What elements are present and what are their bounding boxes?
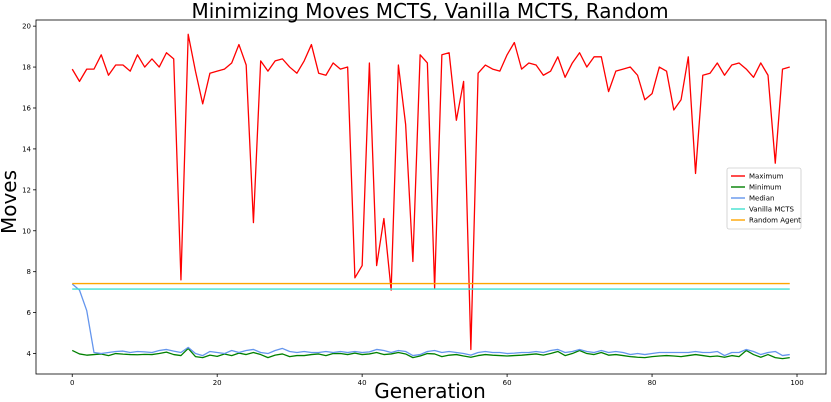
- y-tick-label: 10: [22, 227, 31, 235]
- series-layer: [71, 33, 790, 360]
- y-tick-label: 14: [22, 145, 31, 153]
- legend-label: Maximum: [749, 173, 784, 181]
- series-line-median: [71, 283, 790, 357]
- y-tick-label: 12: [22, 186, 31, 194]
- y-tick-label: 20: [22, 23, 31, 31]
- plot-area: [35, 19, 827, 375]
- x-tick-label: 0: [70, 379, 74, 387]
- y-tick-label: 6: [27, 309, 32, 317]
- series-line-minimum: [71, 347, 790, 360]
- legend: Maximum Minimum Median Vanilla MCTS Random A…: [726, 167, 802, 230]
- series-line-maximum: [71, 33, 790, 351]
- chart-title: Minimizing Moves MCTS, Vanilla MCTS, Ran…: [191, 0, 668, 23]
- y-axis: 4 6 8 10 12 14 16 18 20: [22, 23, 36, 358]
- legend-label: Minimum: [749, 184, 782, 192]
- y-tick-label: 18: [22, 64, 31, 72]
- x-axis-title: Generation: [374, 379, 486, 402]
- y-tick-label: 8: [27, 268, 31, 276]
- legend-label: Median: [749, 195, 774, 203]
- x-tick-label: 100: [790, 379, 803, 387]
- x-tick-label: 60: [503, 379, 512, 387]
- y-tick-label: 16: [22, 104, 31, 112]
- x-tick-label: 20: [213, 379, 222, 387]
- y-tick-label: 4: [27, 350, 32, 358]
- y-axis-title: Moves: [0, 170, 21, 234]
- x-tick-label: 40: [358, 379, 367, 387]
- legend-label: Vanilla MCTS: [749, 206, 795, 214]
- legend-label: Random Agent: [749, 217, 801, 225]
- x-axis: 0 20 40 60 80 100: [70, 374, 804, 387]
- legend-box: [726, 167, 802, 230]
- x-tick-label: 80: [648, 379, 657, 387]
